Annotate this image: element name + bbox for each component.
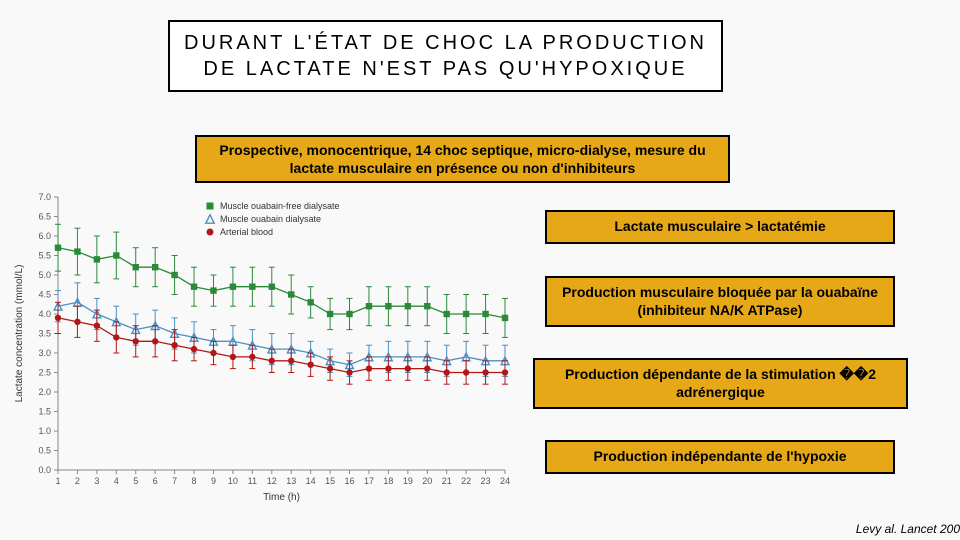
- svg-text:6.0: 6.0: [38, 231, 51, 241]
- svg-text:20: 20: [422, 476, 432, 486]
- svg-text:16: 16: [345, 476, 355, 486]
- svg-text:5.5: 5.5: [38, 251, 51, 261]
- svg-text:2.5: 2.5: [38, 368, 51, 378]
- svg-text:0.0: 0.0: [38, 465, 51, 475]
- svg-text:Muscle ouabain dialysate: Muscle ouabain dialysate: [220, 214, 321, 224]
- svg-text:21: 21: [442, 476, 452, 486]
- svg-text:7: 7: [172, 476, 177, 486]
- svg-text:2.0: 2.0: [38, 387, 51, 397]
- svg-text:11: 11: [248, 476, 257, 486]
- svg-text:3: 3: [94, 476, 99, 486]
- svg-text:6.5: 6.5: [38, 212, 51, 222]
- main-title: DURANT L'ÉTAT DE CHOC LA PRODUCTION DE L…: [168, 20, 723, 92]
- svg-text:6: 6: [153, 476, 158, 486]
- svg-text:Arterial blood: Arterial blood: [220, 227, 273, 237]
- svg-text:15: 15: [325, 476, 335, 486]
- svg-text:10: 10: [228, 476, 238, 486]
- svg-text:3.5: 3.5: [38, 329, 51, 339]
- svg-text:18: 18: [383, 476, 393, 486]
- svg-text:Lactate concentration (mmol/L): Lactate concentration (mmol/L): [14, 265, 25, 403]
- svg-text:2: 2: [75, 476, 80, 486]
- callout-2: Production dépendante de la stimulation …: [533, 358, 908, 409]
- study-description: Prospective, monocentrique, 14 choc sept…: [195, 135, 730, 183]
- svg-text:1: 1: [55, 476, 60, 486]
- lactate-chart: 0.0 0.5 1.0 1.5 2.0 2.5 3.0 3.5 4.0 4.5 5.0 5.5 6.0 6…: [10, 192, 515, 502]
- svg-text:22: 22: [461, 476, 471, 486]
- svg-text:Muscle ouabain-free dialysate: Muscle ouabain-free dialysate: [220, 201, 340, 211]
- svg-text:13: 13: [286, 476, 296, 486]
- svg-text:4.0: 4.0: [38, 309, 51, 319]
- callout-0: Lactate musculaire > lactatémie: [545, 210, 895, 244]
- svg-text:12: 12: [267, 476, 277, 486]
- svg-text:8: 8: [192, 476, 197, 486]
- svg-text:4: 4: [114, 476, 119, 486]
- callout-1: Production musculaire bloquée par la oua…: [545, 276, 895, 327]
- svg-text:7.0: 7.0: [38, 192, 51, 202]
- svg-text:4.5: 4.5: [38, 290, 51, 300]
- svg-text:0.5: 0.5: [38, 446, 51, 456]
- callout-3: Production indépendante de l'hypoxie: [545, 440, 895, 474]
- svg-text:19: 19: [403, 476, 413, 486]
- svg-text:24: 24: [500, 476, 510, 486]
- svg-text:Time (h): Time (h): [263, 492, 300, 502]
- svg-text:9: 9: [211, 476, 216, 486]
- citation: Levy al. Lancet 200: [856, 522, 960, 536]
- svg-text:3.0: 3.0: [38, 348, 51, 358]
- svg-text:1.0: 1.0: [38, 426, 51, 436]
- svg-text:5: 5: [133, 476, 138, 486]
- svg-text:1.5: 1.5: [38, 407, 51, 417]
- svg-text:23: 23: [481, 476, 491, 486]
- svg-text:17: 17: [364, 476, 374, 486]
- svg-text:14: 14: [306, 476, 316, 486]
- svg-text:5.0: 5.0: [38, 270, 51, 280]
